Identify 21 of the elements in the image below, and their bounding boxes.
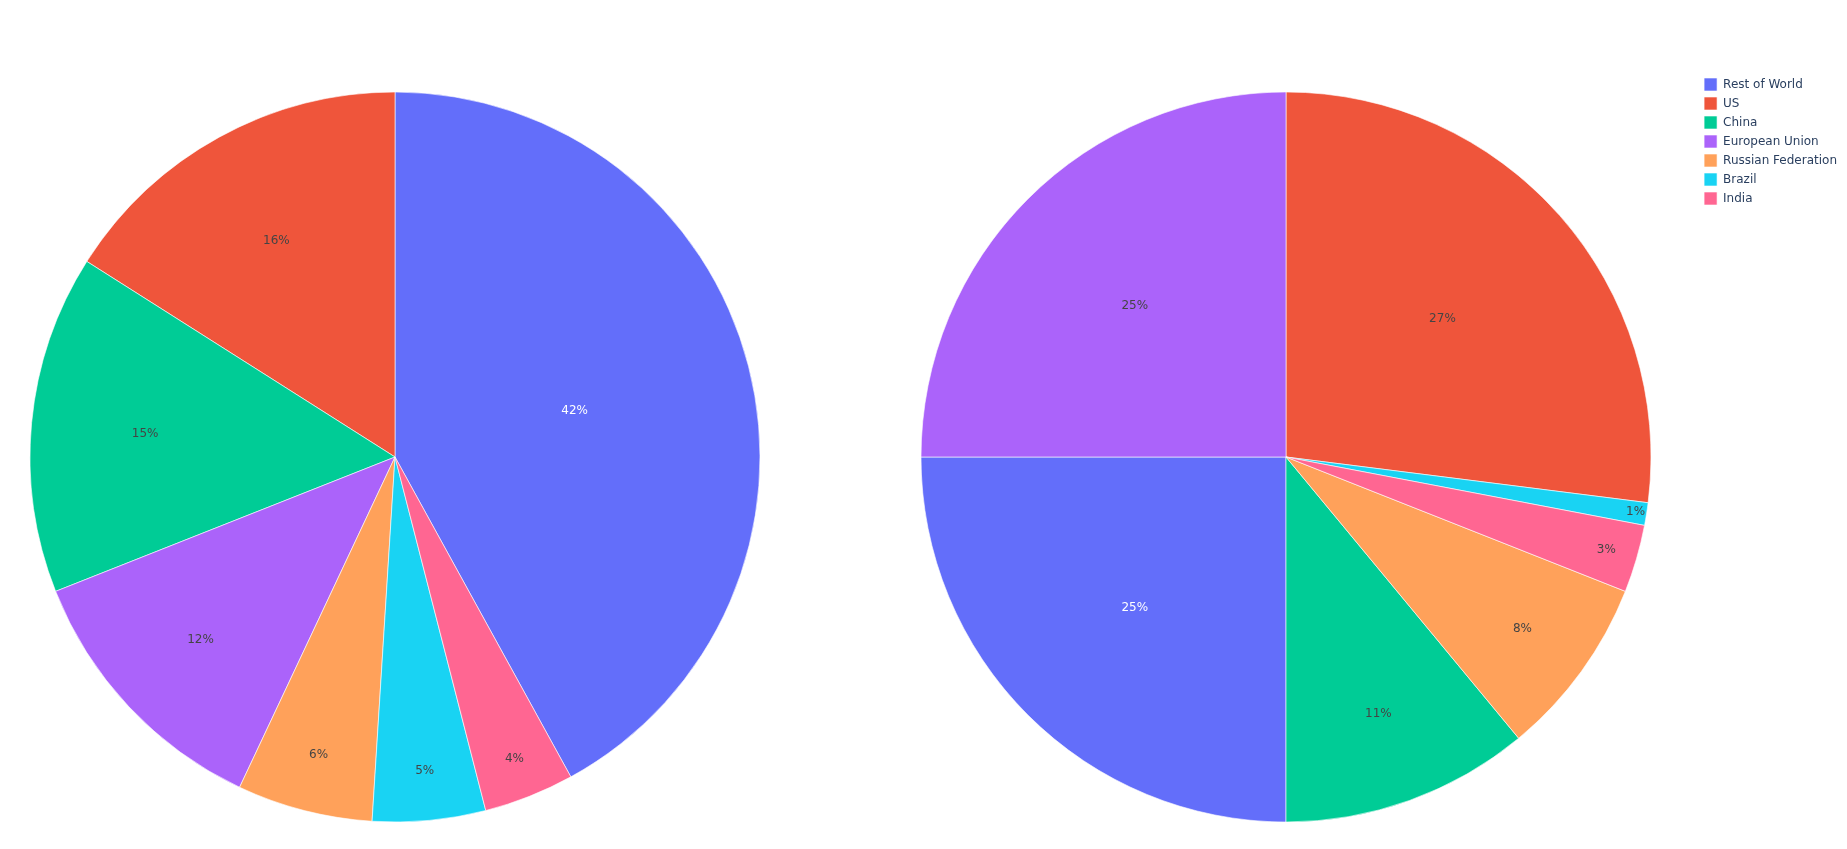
data-label: 6% xyxy=(309,746,329,761)
data-label: 25% xyxy=(1121,600,1149,615)
legend-label: US xyxy=(1723,95,1740,110)
data-label: 25% xyxy=(1121,297,1149,312)
data-label: 15% xyxy=(131,425,159,440)
legend-label: China xyxy=(1723,114,1758,129)
data-label: 4% xyxy=(504,750,524,765)
data-label: 16% xyxy=(262,233,290,248)
legend-label: Brazil xyxy=(1723,171,1757,186)
data-label: 11% xyxy=(1365,705,1392,720)
legend-label: Rest of World xyxy=(1723,76,1803,91)
legend-label: India xyxy=(1723,190,1753,205)
data-label: 3% xyxy=(1596,542,1616,557)
legend-label: Russian Federation xyxy=(1723,152,1837,167)
legend-label: European Union xyxy=(1723,133,1819,148)
data-label: 1% xyxy=(1626,504,1646,519)
data-label: 42% xyxy=(561,403,588,418)
data-label: 5% xyxy=(415,763,435,778)
data-label: 27% xyxy=(1429,311,1456,326)
data-label: 8% xyxy=(1512,620,1532,635)
data-label: 12% xyxy=(187,631,214,646)
